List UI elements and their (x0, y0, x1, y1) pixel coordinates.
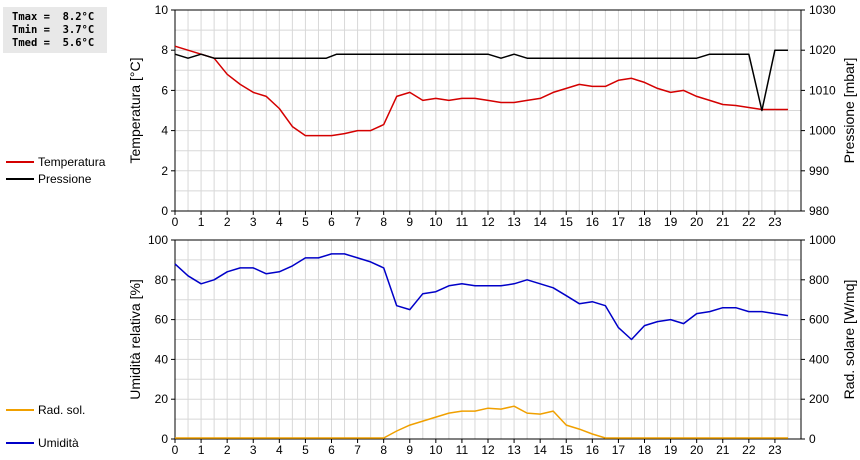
bottom-x-tick-label: 1 (198, 443, 205, 457)
top-yr-tick-label: 1010 (809, 83, 836, 97)
legend-swatch-pressione (6, 178, 34, 180)
top-x-tick-label: 19 (664, 215, 678, 229)
bottom-x-tick-label: 22 (742, 443, 756, 457)
top-yr-tick-label: 1030 (809, 3, 836, 17)
top-x-tick-label: 9 (406, 215, 413, 229)
top-y-left-label: Temperatura [°C] (127, 58, 143, 164)
top-x-tick-label: 11 (456, 215, 469, 229)
bottom-x-tick-label: 5 (302, 443, 309, 457)
top-x-tick-label: 15 (560, 215, 574, 229)
legend-label-pressione: Pressione (38, 172, 92, 186)
series-line-umidit (174, 253, 789, 341)
bottom-x-tick-label: 18 (638, 443, 652, 457)
legend-label-temperatura: Temperatura (38, 155, 106, 169)
top-x-tick-label: 18 (638, 215, 652, 229)
tmax-stat: Tmax = 8.2°C (12, 11, 95, 23)
bottom-yl-tick-label: 20 (155, 392, 169, 406)
top-yr-tick-label: 990 (809, 164, 829, 178)
top-yl-tick-label: 4 (161, 124, 168, 138)
top-x-tick-label: 2 (224, 215, 231, 229)
bottom-x-tick-label: 14 (533, 443, 547, 457)
bottom-yl-tick-label: 60 (155, 313, 169, 327)
legend-label-rad-sol: Rad. sol. (38, 403, 86, 417)
bottom-x-tick-label: 9 (406, 443, 413, 457)
bottom-yr-tick-label: 200 (809, 392, 829, 406)
bottom-x-tick-label: 0 (172, 443, 179, 457)
top-x-tick-label: 5 (302, 215, 309, 229)
legend-swatch-rad-sol (6, 409, 34, 411)
series-line-rad-sol (175, 405, 788, 439)
top-x-tick-label: 6 (328, 215, 335, 229)
bottom-x-tick-label: 3 (250, 443, 257, 457)
legend-label-umidita: Umidità (38, 436, 79, 450)
bottom-x-tick-label: 7 (354, 443, 361, 457)
top-yr-tick-label: 980 (809, 204, 829, 218)
bottom-y-left-label: Umidità relativa [%] (127, 279, 143, 400)
top-x-tick-label: 1 (198, 215, 205, 229)
bottom-x-tick-label: 23 (768, 443, 782, 457)
top-yl-tick-label: 6 (161, 83, 168, 97)
series-line-temperatura (174, 45, 788, 137)
top-yl-tick-label: 8 (161, 43, 168, 57)
top-yl-tick-label: 2 (161, 164, 168, 178)
bottom-yr-tick-label: 0 (809, 432, 816, 446)
bottom-x-tick-label: 15 (560, 443, 574, 457)
bottom-yr-tick-label: 400 (809, 352, 829, 366)
top-x-tick-label: 8 (380, 215, 387, 229)
top-y-right-label: Pressione [mbar] (841, 58, 857, 164)
top-x-tick-label: 16 (586, 215, 600, 229)
top-x-tick-label: 0 (172, 215, 179, 229)
bottom-x-tick-label: 11 (456, 443, 469, 457)
top-yl-tick-label: 0 (161, 204, 168, 218)
top-x-tick-label: 23 (768, 215, 782, 229)
series-line-pressione (174, 49, 788, 112)
top-x-tick-label: 21 (716, 215, 730, 229)
bottom-yl-tick-label: 80 (155, 273, 169, 287)
bottom-yl-tick-label: 40 (155, 352, 169, 366)
bottom-x-tick-label: 17 (612, 443, 626, 457)
top-x-tick-label: 20 (690, 215, 704, 229)
top-yr-tick-label: 1000 (809, 124, 836, 138)
top-x-tick-label: 10 (429, 215, 443, 229)
tmed-stat: Tmed = 5.6°C (12, 37, 95, 49)
bottom-x-tick-label: 16 (586, 443, 600, 457)
top-yl-tick-label: 10 (155, 3, 169, 17)
bottom-x-tick-label: 4 (276, 443, 283, 457)
top-x-tick-label: 4 (276, 215, 283, 229)
bottom-yl-tick-label: 0 (161, 432, 168, 446)
tmin-stat: Tmin = 3.7°C (12, 24, 95, 36)
legend-swatch-temperatura (6, 161, 34, 163)
bottom-x-tick-label: 12 (481, 443, 495, 457)
bottom-x-tick-label: 6 (328, 443, 335, 457)
bottom-x-tick-label: 2 (224, 443, 231, 457)
top-x-tick-label: 22 (742, 215, 756, 229)
bottom-x-tick-label: 20 (690, 443, 704, 457)
bottom-x-tick-label: 19 (664, 443, 678, 457)
bottom-x-tick-label: 13 (507, 443, 521, 457)
bottom-yr-tick-label: 800 (809, 273, 829, 287)
top-yr-tick-label: 1020 (809, 43, 836, 57)
top-x-tick-label: 3 (250, 215, 257, 229)
bottom-x-tick-label: 21 (716, 443, 730, 457)
bottom-yr-tick-label: 600 (809, 313, 829, 327)
bottom-y-right-label: Rad. solare [W/mq] (841, 280, 857, 400)
top-x-tick-label: 7 (354, 215, 361, 229)
bottom-x-tick-label: 10 (429, 443, 443, 457)
legend-swatch-umidita (6, 442, 34, 444)
bottom-x-tick-label: 8 (380, 443, 387, 457)
bottom-yr-tick-label: 1000 (809, 233, 836, 247)
top-x-tick-label: 14 (533, 215, 547, 229)
bottom-yl-tick-label: 100 (148, 233, 168, 247)
top-x-tick-label: 13 (507, 215, 521, 229)
top-x-tick-label: 17 (612, 215, 626, 229)
top-x-tick-label: 12 (481, 215, 495, 229)
stats-box: Tmax = 8.2°C Tmin = 3.7°C Tmed = 5.6°C (3, 7, 107, 53)
